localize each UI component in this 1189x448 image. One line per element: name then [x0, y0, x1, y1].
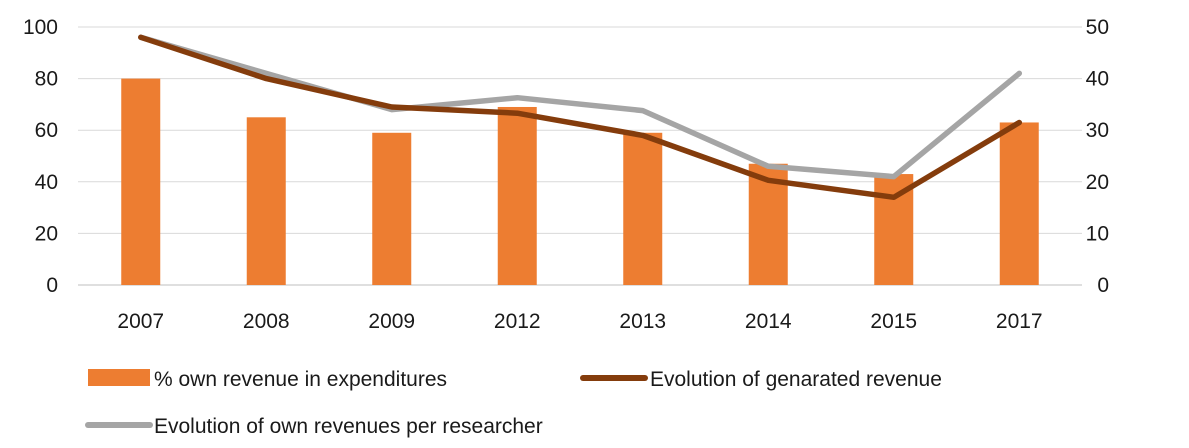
x-tick-label: 2009	[368, 310, 415, 333]
legend-label-generated-revenue: Evolution of genarated revenue	[650, 368, 942, 391]
bar	[121, 78, 161, 285]
bar	[497, 106, 537, 285]
right-y-tick-label: 40	[1086, 68, 1109, 91]
x-tick-label: 2017	[996, 310, 1043, 333]
left-y-tick-label: 20	[35, 222, 58, 245]
x-tick-label: 2014	[745, 310, 792, 333]
line-generated-revenue	[138, 34, 1023, 201]
left-y-tick-label: 60	[35, 119, 58, 142]
bar	[372, 132, 412, 285]
legend-swatch-own-revenue	[88, 369, 150, 386]
bar	[999, 122, 1039, 286]
right-y-tick-label: 30	[1086, 119, 1109, 142]
right-y-axis: 0 10 20 30 40 50	[1086, 16, 1109, 297]
right-y-tick-label: 10	[1086, 222, 1109, 245]
x-tick-label: 2012	[494, 310, 541, 333]
x-tick-label: 2013	[619, 310, 666, 333]
gridlines	[78, 26, 1082, 286]
left-y-tick-label: 100	[23, 16, 58, 39]
x-tick-label: 2008	[243, 310, 290, 333]
bar	[246, 117, 286, 285]
legend: % own revenue in expenditures Evolution …	[85, 368, 942, 438]
left-y-tick-label: 40	[35, 171, 58, 194]
right-y-tick-label: 20	[1086, 171, 1109, 194]
legend-label-own-revenue: % own revenue in expenditures	[154, 368, 447, 391]
x-tick-label: 2007	[117, 310, 164, 333]
left-y-tick-label: 80	[35, 68, 58, 91]
line-series	[138, 34, 1023, 201]
right-y-tick-label: 50	[1086, 16, 1109, 39]
bar	[623, 132, 663, 285]
legend-label-revenue-per-researcher: Evolution of own revenues per researcher	[154, 415, 543, 438]
bar-series	[121, 78, 1039, 286]
x-axis: 2007 2008 2009 2012 2013 2014 2015 2017	[117, 310, 1042, 333]
left-y-axis: 0 20 40 60 80 100	[23, 16, 58, 297]
x-tick-label: 2015	[870, 310, 917, 333]
line-revenue-per-researcher	[138, 34, 1023, 180]
left-y-tick-label: 0	[46, 274, 58, 297]
right-y-tick-label: 0	[1097, 274, 1109, 297]
